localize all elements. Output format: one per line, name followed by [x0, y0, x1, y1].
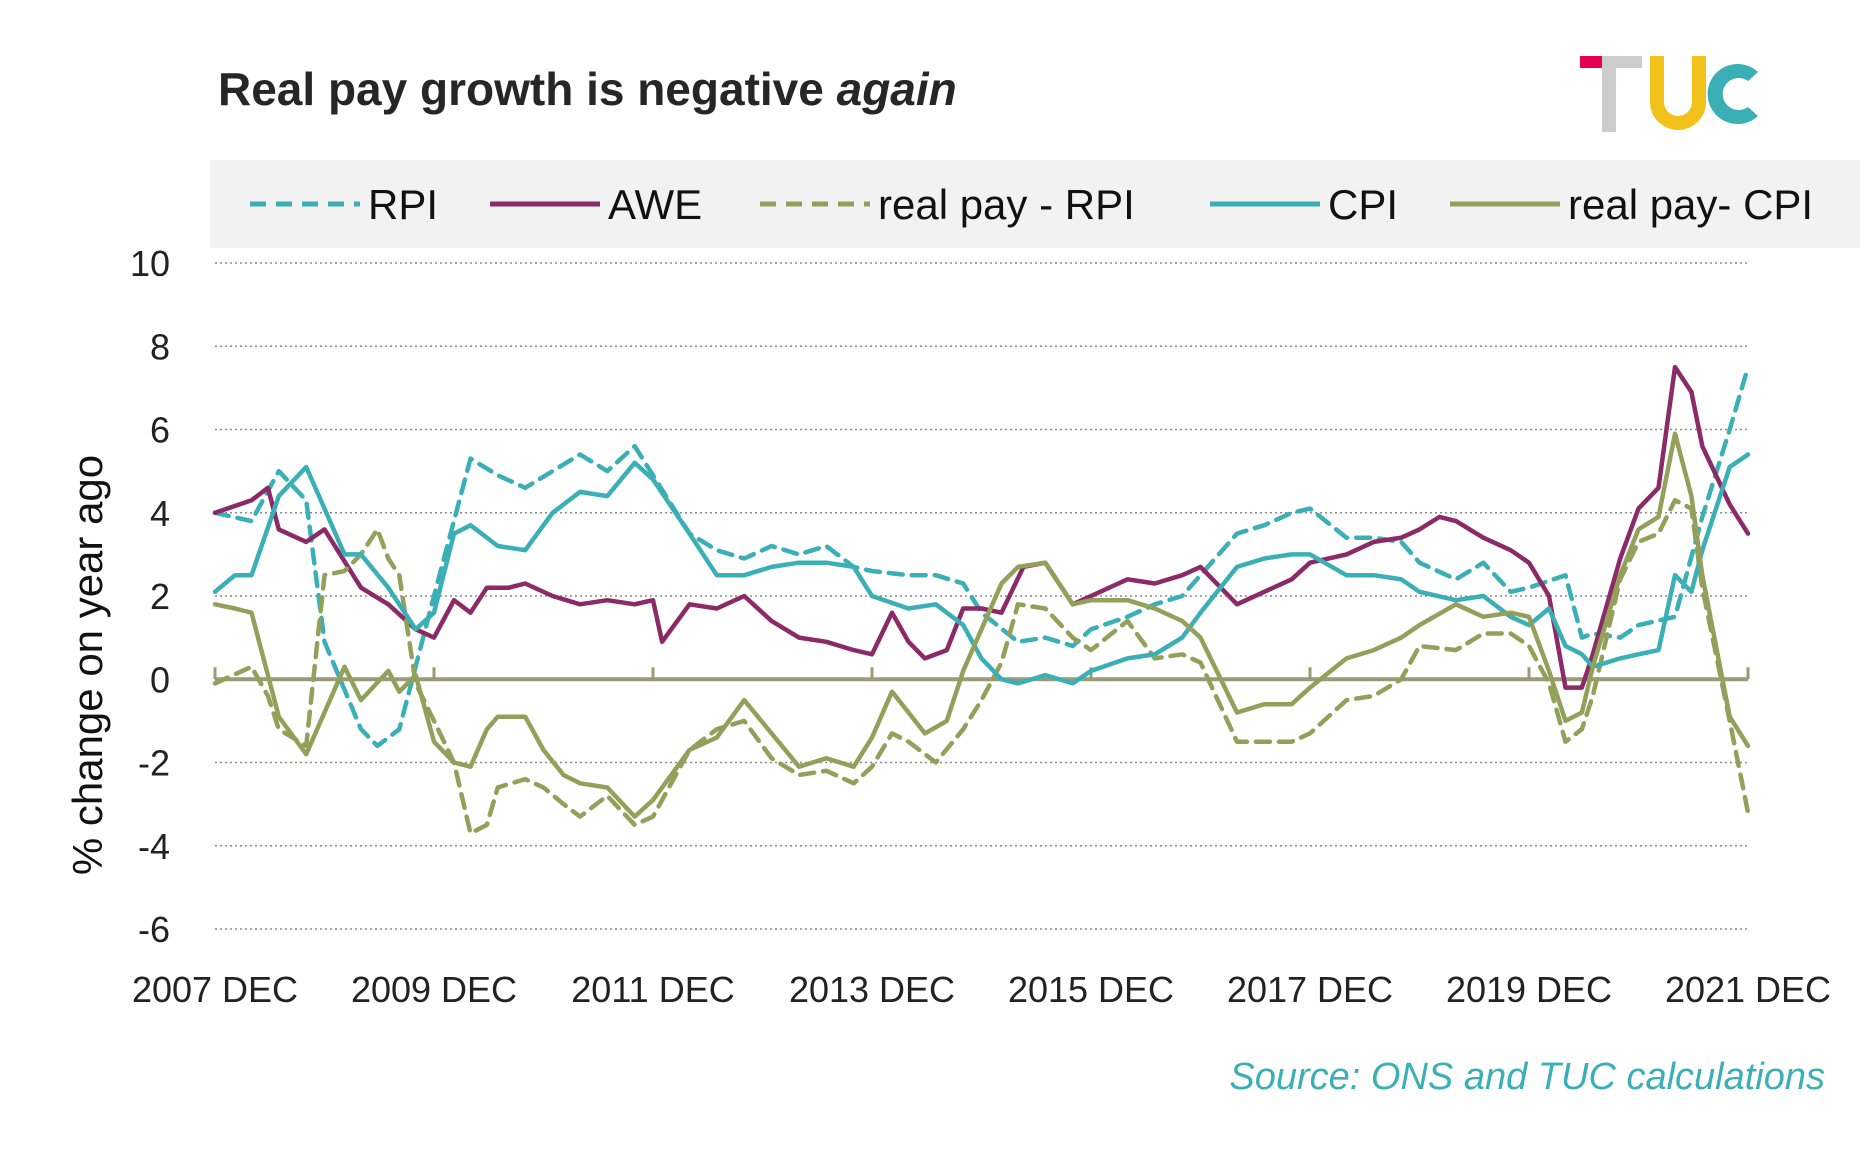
source-note: Source: ONS and TUC calculations: [1229, 1056, 1825, 1098]
logo-t-stem: [1602, 56, 1616, 132]
y-tick-label: 8: [150, 326, 170, 367]
x-tick-label: 2013 DEC: [789, 969, 955, 1010]
tuc-logo: [1580, 56, 1758, 132]
legend-label: RPI: [368, 181, 438, 228]
y-tick-label: -6: [138, 909, 170, 950]
series-line: [212, 431, 1751, 819]
legend-label: real pay - RPI: [878, 181, 1135, 228]
gridlines: [215, 262, 1748, 930]
x-tick-label: 2019 DEC: [1446, 969, 1612, 1010]
chart-title-main: Real pay growth is negative: [218, 63, 824, 115]
y-tick-label: -4: [138, 826, 170, 867]
x-tick-label: 2015 DEC: [1008, 969, 1174, 1010]
y-tick-label: 10: [130, 243, 170, 284]
logo-t-bar-grey: [1614, 56, 1642, 68]
y-tick-label: 0: [150, 659, 170, 700]
y-tick-label: 4: [150, 493, 170, 534]
series-line: [212, 364, 1751, 690]
series-line: [212, 452, 1751, 686]
legend-label: CPI: [1328, 181, 1398, 228]
y-tick-label: -2: [138, 743, 170, 784]
x-tick-label: 2011 DEC: [571, 969, 734, 1010]
series-lines: [212, 364, 1751, 836]
legend-label: AWE: [608, 181, 702, 228]
series-line: [212, 364, 1751, 749]
x-axis-ticks: 2007 DEC 2009 DEC 2011 DEC 2013 DEC 2015 DEC…: [132, 667, 1831, 1010]
legend-label: real pay- CPI: [1568, 181, 1813, 228]
logo-c: [1707, 64, 1758, 124]
logo-u: [1650, 56, 1706, 130]
x-tick-label: 2007 DEC: [132, 969, 298, 1010]
y-axis-label: % change on year ago: [64, 455, 111, 875]
y-tick-label: 6: [150, 410, 170, 451]
legend: RPI AWE real pay - RPI CPI real pay- CPI: [250, 181, 1813, 228]
x-tick-label: 2017 DEC: [1227, 969, 1393, 1010]
y-axis-ticks: 10 8 6 4 2 0 -2 -4 -6: [130, 243, 170, 950]
chart-title-emphasis: again: [836, 63, 957, 115]
chart-title: Real pay growth is negative again: [218, 62, 957, 116]
y-tick-label: 2: [150, 576, 170, 617]
legend-box: [210, 160, 1860, 248]
x-tick-label: 2009 DEC: [351, 969, 517, 1010]
x-tick-label: 2021 DEC: [1665, 969, 1831, 1010]
